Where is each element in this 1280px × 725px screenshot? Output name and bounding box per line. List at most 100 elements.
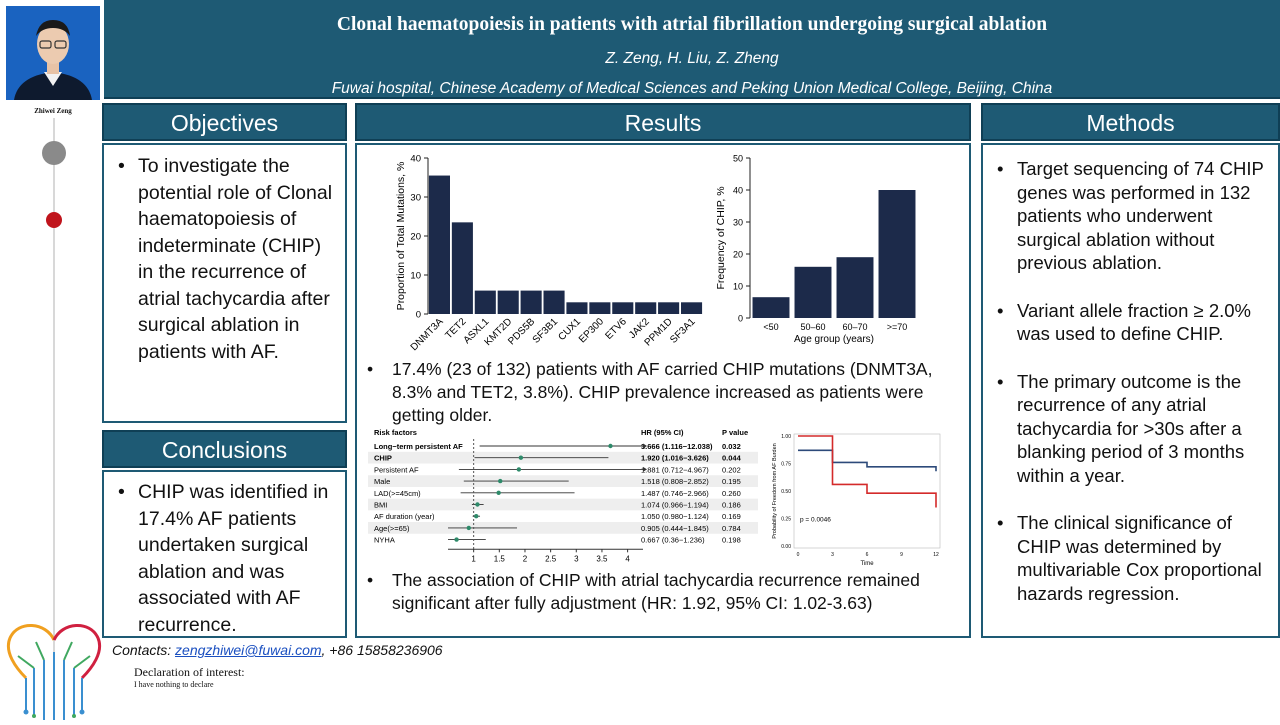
forest-point [516, 467, 522, 472]
y-tick-label: 20 [410, 232, 421, 243]
forest-x-tick-label: 3 [574, 554, 579, 563]
forest-point [454, 537, 459, 542]
km-y-tick-label: 0.50 [781, 489, 791, 495]
km-curve-chart: 0.00 0.25 0.50 0.75 1.00 0 3 6 9 12 Time Probabilit… [772, 433, 941, 567]
km-x-tick-label: 12 [933, 552, 939, 558]
forest-factor-label: CHIP [374, 454, 392, 463]
forest-x-tick-label: 1 [471, 554, 476, 563]
objectives-panel: To investigate the potential role of Clo… [102, 143, 347, 423]
methods-item: The clinical significance of CHIP was de… [991, 511, 1272, 605]
y-axis-label: Proportion of Total Mutations, % [395, 162, 407, 311]
bar-age-group [878, 190, 916, 318]
forest-header-factor: Risk factors [374, 428, 417, 437]
forest-factor-label: BMI [374, 501, 387, 510]
forest-point [608, 443, 613, 449]
bar-age-group [794, 266, 832, 318]
forest-hr-text: 0.667 (0.36−1.236) [641, 536, 705, 545]
bar-dnmt3a [428, 175, 450, 314]
conclusions-item: CHIP was identified in 17.4% AF patients… [112, 479, 339, 638]
x-tick-label: ETV6 [603, 316, 629, 342]
y-tick-label: 40 [733, 186, 743, 196]
bar-cux1 [566, 302, 588, 314]
y-tick-label: 0 [738, 314, 743, 324]
results-bullet-2-text: The association of CHIP with atrial tach… [392, 570, 920, 613]
forest-p-value: 0.044 [722, 454, 742, 463]
y-tick-label: 30 [733, 218, 743, 228]
forest-p-value: 0.186 [722, 501, 741, 510]
bar-ppm1d [658, 302, 680, 314]
km-curve-no-chip [798, 449, 937, 472]
timeline-dot-red [46, 212, 62, 228]
y-tick-label: 20 [733, 250, 743, 260]
presenter-photo [6, 6, 100, 100]
km-curve-chip [798, 435, 937, 508]
mutation-proportion-chart: 010203040DNMT3ATET2ASXL1KMT2DPDS5BSF3B1C… [395, 154, 703, 353]
forest-factor-label: AF duration (year) [374, 512, 435, 521]
x-tick-label: 60–70 [842, 322, 867, 332]
poster-title: Clonal haematopoiesis in patients with a… [336, 14, 1048, 35]
methods-header: Methods [981, 103, 1280, 141]
forest-x-tick-label: 2.5 [545, 554, 557, 563]
forest-point [496, 490, 501, 495]
forest-x-tick-label: 3.5 [596, 554, 608, 563]
km-x-tick-label: 0 [797, 552, 800, 558]
methods-panel: Target sequencing of 74 CHIP genes was p… [981, 143, 1280, 638]
forest-hr-text: 1.074 (0.966−1.194) [641, 501, 709, 510]
forest-factor-label: Long−term persistent AF [374, 442, 463, 451]
timeline-dot-grey [42, 141, 66, 165]
forest-p-value: 0.169 [722, 512, 741, 521]
contact-email-link[interactable]: zengzhiwei@fuwai.com [175, 642, 322, 658]
forest-factor-label: Persistent AF [374, 465, 419, 474]
x-tick-label: <50 [763, 322, 778, 332]
x-tick-label: 50–60 [800, 322, 825, 332]
y-tick-label: 10 [733, 282, 743, 292]
forest-point [518, 455, 524, 460]
forest-plot: Risk factors HR (95% CI) P value Long−term … [368, 425, 768, 563]
forest-header-p: P value [722, 428, 748, 437]
forest-point [475, 502, 480, 507]
bar-asxl1 [474, 290, 496, 314]
bar-sf3a1 [681, 302, 703, 314]
forest-factor-label: Male [374, 477, 390, 486]
conclusions-panel: CHIP was identified in 17.4% AF patients… [102, 470, 347, 638]
forest-hr-text: 1.920 (1.016−3.626) [641, 454, 709, 463]
presenter-name: Zhiwei Zeng [34, 107, 72, 115]
contacts-line: Contacts: zengzhiwei@fuwai.com, +86 1585… [112, 642, 443, 658]
forest-point [466, 525, 471, 531]
y-tick-label: 50 [733, 154, 743, 164]
forest-factor-label: LAD(>=45cm) [374, 489, 421, 498]
km-p-value: p = 0.0046 [800, 517, 831, 524]
x-tick-label: SF3B1 [531, 316, 561, 346]
km-y-tick-label: 0.75 [781, 462, 791, 468]
forest-ci-arrow [643, 443, 647, 449]
forest-p-value: 0.198 [722, 536, 741, 545]
objectives-item: To investigate the potential role of Clo… [112, 153, 339, 365]
forest-hr-text: 1.487 (0.746−2.966) [641, 489, 709, 498]
forest-factor-label: NYHA [374, 536, 395, 545]
km-x-axis-label: Time [860, 561, 874, 567]
y-tick-label: 10 [410, 271, 421, 282]
forest-point [474, 514, 479, 519]
y-tick-label: 0 [416, 310, 421, 321]
bar-age-group [836, 257, 874, 318]
conclusions-header: Conclusions [102, 430, 347, 468]
age-group-chip-chart: 0 10 20 30 40 50 <50 50–60 60–70 >=70 Age group (y… [715, 154, 916, 345]
forest-hr-text: 0.905 (0.444−1.845) [641, 524, 709, 533]
x-tick-label: >=70 [887, 322, 908, 332]
forest-x-tick-label: 1.5 [494, 554, 506, 563]
forest-x-tick-label: 2 [523, 554, 528, 563]
contact-phone: , +86 15858236906 [321, 642, 443, 658]
bar-etv6 [612, 302, 634, 314]
forest-header-bg [368, 425, 768, 439]
km-y-axis-label: Probability of Freedom from AF Burden [772, 443, 778, 538]
forest-p-value: 0.260 [722, 489, 741, 498]
forest-hr-text: 1.881 (0.712−4.967) [641, 465, 709, 474]
bar-tet2 [451, 222, 473, 314]
bar-kmt2d [497, 290, 519, 314]
x-axis-label: Age group (years) [794, 334, 874, 345]
y-tick-label: 40 [410, 154, 421, 165]
heart-circuit-logo [4, 612, 104, 720]
bar-sf3b1 [543, 290, 565, 314]
header-banner: Clonal haematopoiesis in patients with a… [104, 0, 1280, 99]
timeline-line [53, 118, 55, 678]
